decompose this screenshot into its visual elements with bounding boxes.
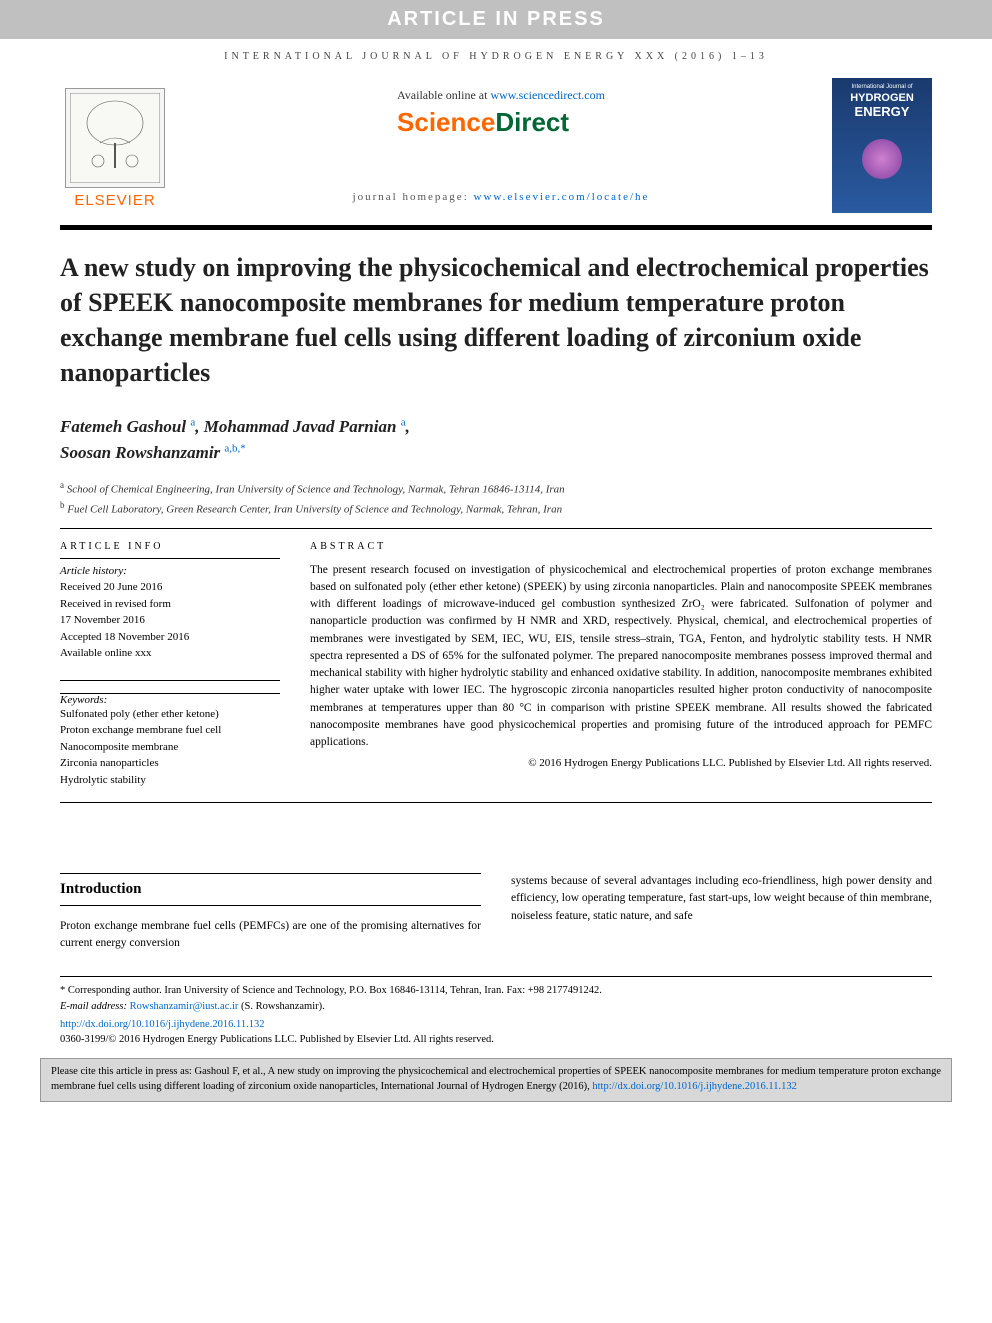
affiliation-b-text: Fuel Cell Laboratory, Green Research Cen…	[67, 503, 562, 515]
citation-box: Please cite this article in press as: Ga…	[40, 1058, 952, 1101]
keyword-item: Hydrolytic stability	[60, 772, 280, 789]
corresponding-author: * Corresponding author. Iran University …	[60, 983, 932, 999]
sciencedirect-word1: Science	[397, 107, 495, 137]
keyword-item: Nanocomposite membrane	[60, 739, 280, 756]
journal-cover[interactable]: International Journal of HYDROGEN ENERGY	[832, 78, 932, 213]
article-title: A new study on improving the physicochem…	[60, 250, 932, 390]
available-online: Available online at www.sciencedirect.co…	[397, 88, 605, 103]
abstract-heading: ABSTRACT	[310, 541, 932, 552]
cover-graphic-icon	[862, 139, 902, 179]
issn-copyright: 0360-3199/© 2016 Hydrogen Energy Publica…	[60, 1032, 932, 1048]
author-3[interactable]: Soosan Rowshanzamir	[60, 443, 220, 462]
email-link[interactable]: Rowshanzamir@iust.ac.ir	[130, 1001, 239, 1012]
keyword-item: Sulfonated poly (ether ether ketone)	[60, 706, 280, 723]
cover-line2: HYDROGEN	[850, 92, 914, 104]
in-press-banner: ARTICLE IN PRESS	[0, 0, 992, 39]
author-2[interactable]: Mohammad Javad Parnian	[204, 417, 397, 436]
keywords-list: Sulfonated poly (ether ether ketone) Pro…	[60, 706, 280, 789]
introduction-section: Introduction Proton exchange membrane fu…	[0, 873, 992, 952]
keyword-item: Proton exchange membrane fuel cell	[60, 722, 280, 739]
citation-text: Please cite this article in press as: Ga…	[51, 1066, 941, 1092]
homepage-label: journal homepage:	[353, 191, 474, 203]
elsevier-tree-icon	[65, 88, 165, 188]
sciencedirect-link[interactable]: www.sciencedirect.com	[490, 88, 605, 102]
divider-bottom	[60, 802, 932, 803]
author-3-aff: a,b,	[224, 442, 240, 454]
elsevier-wordmark: ELSEVIER	[74, 192, 155, 209]
divider-top	[60, 528, 932, 529]
abstract-column: ABSTRACT The present research focused on…	[310, 541, 932, 789]
history-received: Received 20 June 2016	[60, 579, 280, 596]
available-text: Available online at	[397, 88, 490, 102]
article-history: Article history: Received 20 June 2016 R…	[60, 563, 280, 662]
affiliation-a: a School of Chemical Engineering, Iran U…	[60, 479, 932, 498]
footer-block: * Corresponding author. Iran University …	[60, 976, 932, 1048]
corresponding-star-icon: *	[240, 442, 246, 454]
affiliations: a School of Chemical Engineering, Iran U…	[60, 479, 932, 517]
header-band: ELSEVIER Available online at www.science…	[0, 70, 992, 221]
keywords-block: Keywords: Sulfonated poly (ether ether k…	[60, 680, 280, 789]
author-2-aff: a	[401, 417, 406, 429]
elsevier-logo[interactable]: ELSEVIER	[60, 78, 170, 213]
citation-doi-link[interactable]: http://dx.doi.org/10.1016/j.ijhydene.201…	[592, 1081, 796, 1092]
intro-col-left: Introduction Proton exchange membrane fu…	[60, 873, 481, 952]
email-line: E-mail address: Rowshanzamir@iust.ac.ir …	[60, 999, 932, 1015]
doi-link[interactable]: http://dx.doi.org/10.1016/j.ijhydene.201…	[60, 1019, 264, 1030]
header-center: Available online at www.sciencedirect.co…	[170, 78, 832, 213]
affiliation-a-text: School of Chemical Engineering, Iran Uni…	[67, 484, 565, 496]
history-accepted: Accepted 18 November 2016	[60, 629, 280, 646]
homepage-link[interactable]: www.elsevier.com/locate/he	[474, 191, 650, 203]
history-revised-1: Received in revised form	[60, 596, 280, 613]
doi-line: http://dx.doi.org/10.1016/j.ijhydene.201…	[60, 1017, 932, 1033]
article-main: A new study on improving the physicochem…	[0, 230, 992, 823]
abstract-copyright: © 2016 Hydrogen Energy Publications LLC.…	[310, 757, 932, 769]
intro-text-right: systems because of several advantages in…	[511, 873, 932, 925]
email-suffix: (S. Rowshanzamir).	[238, 1001, 324, 1012]
intro-col-right: systems because of several advantages in…	[511, 873, 932, 952]
keyword-item: Zirconia nanoparticles	[60, 755, 280, 772]
keywords-label: Keywords:	[60, 694, 280, 706]
author-1[interactable]: Fatemeh Gashoul	[60, 417, 186, 436]
article-info-column: ARTICLE INFO Article history: Received 2…	[60, 541, 280, 789]
introduction-heading: Introduction	[60, 873, 481, 906]
journal-homepage: journal homepage: www.elsevier.com/locat…	[353, 191, 650, 203]
cover-line3: ENERGY	[855, 104, 910, 119]
affiliation-b: b Fuel Cell Laboratory, Green Research C…	[60, 499, 932, 518]
intro-text-left: Proton exchange membrane fuel cells (PEM…	[60, 918, 481, 953]
abstract-text: The present research focused on investig…	[310, 562, 932, 752]
sciencedirect-logo[interactable]: ScienceDirect	[397, 107, 605, 138]
history-online: Available online xxx	[60, 645, 280, 662]
keywords-divider	[60, 680, 280, 694]
email-label: E-mail address:	[60, 1001, 130, 1012]
history-revised-2: 17 November 2016	[60, 612, 280, 629]
sciencedirect-word2: Direct	[495, 107, 569, 137]
journal-reference: INTERNATIONAL JOURNAL OF HYDROGEN ENERGY…	[0, 39, 992, 70]
info-abstract-row: ARTICLE INFO Article history: Received 2…	[60, 541, 932, 789]
history-label: Article history:	[60, 563, 280, 580]
cover-line1: International Journal of	[851, 84, 912, 90]
authors-line: Fatemeh Gashoul a, Mohammad Javad Parnia…	[60, 414, 932, 465]
article-info-heading: ARTICLE INFO	[60, 541, 280, 559]
author-1-aff: a	[190, 417, 195, 429]
